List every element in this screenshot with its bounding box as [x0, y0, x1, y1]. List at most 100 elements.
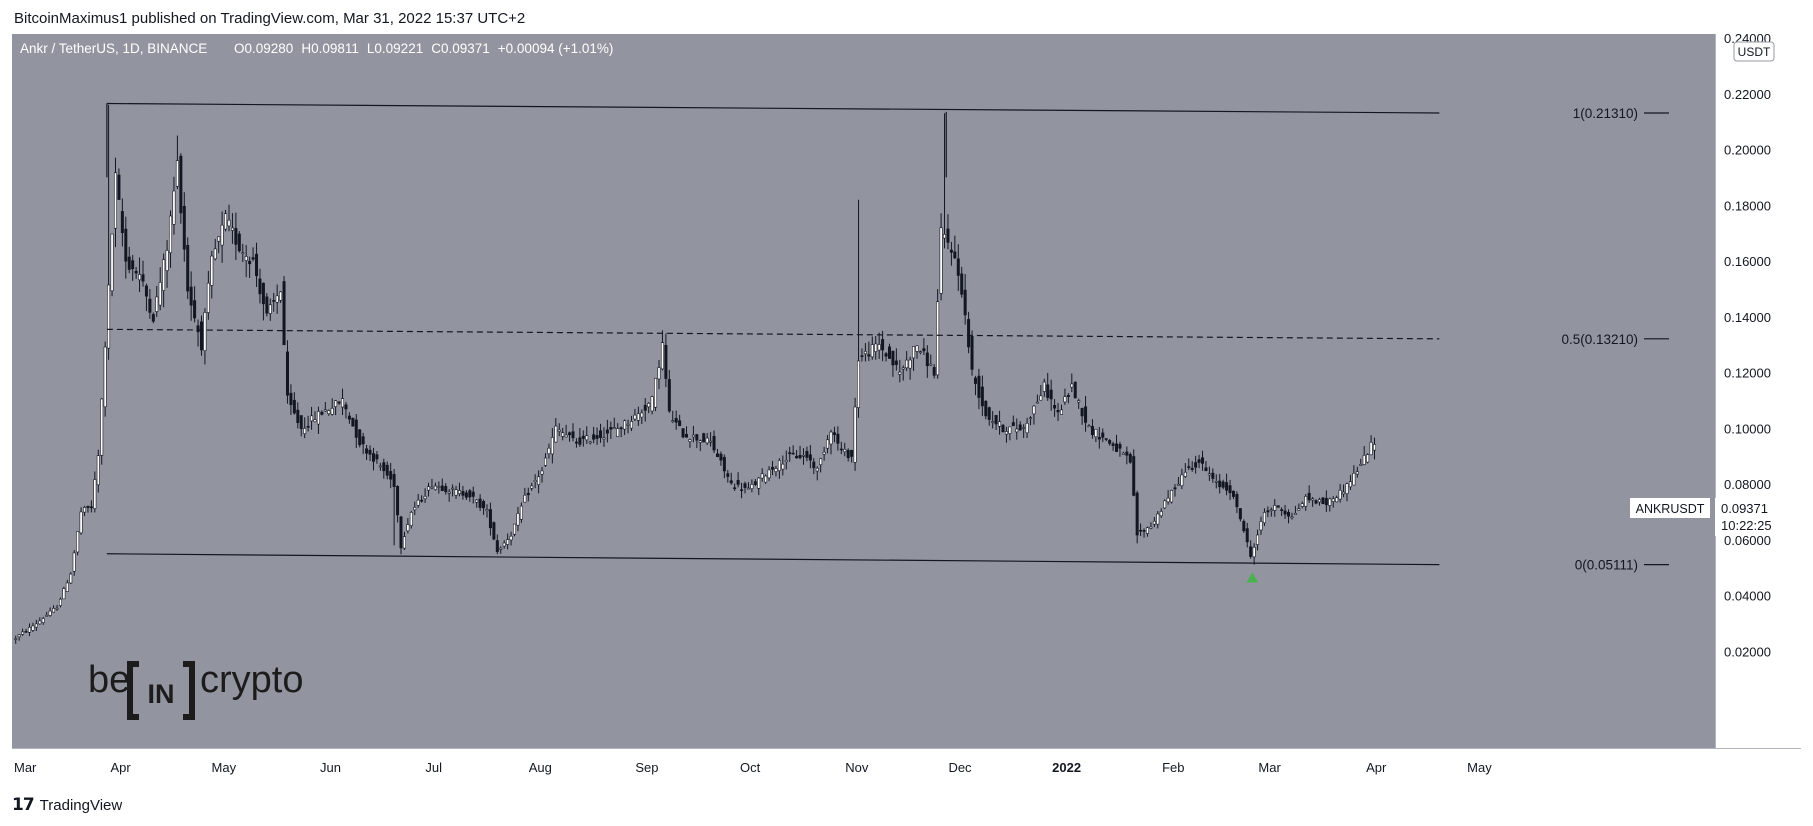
candle-body — [399, 516, 403, 549]
candle-body — [502, 542, 506, 547]
candle-body — [561, 432, 565, 437]
candle-body — [14, 638, 18, 640]
candle-body — [1094, 428, 1098, 438]
candle-body — [1042, 381, 1046, 392]
candle-body — [1111, 443, 1115, 446]
candle-body — [602, 437, 606, 440]
candle-body — [908, 359, 912, 369]
candle-body — [69, 573, 73, 584]
candle-body — [282, 281, 286, 346]
time-tick-label: Oct — [740, 760, 761, 775]
candle-body — [612, 427, 616, 429]
candle-body — [681, 428, 685, 438]
candle-body — [540, 470, 544, 475]
candle-body — [1335, 497, 1339, 503]
candle-body — [265, 296, 269, 314]
candle-body — [1101, 432, 1105, 438]
currency-badge[interactable]: USDT — [1738, 45, 1771, 59]
candlestick-chart[interactable]: 1(0.21310)0.5(0.13210)0(0.05111) 0.24000… — [12, 34, 1801, 782]
candle-body — [172, 190, 176, 225]
legend-ohlc: O0.09280 H0.09811 L0.09221 C0.09371 +0.00094… — [234, 41, 613, 56]
candle-body — [1235, 494, 1239, 508]
candle-body — [1342, 491, 1346, 495]
candle-body — [1273, 505, 1277, 511]
currency-badge-box[interactable] — [1733, 41, 1775, 62]
candle-body — [103, 346, 107, 408]
candle-body — [784, 460, 788, 463]
time-axis-background — [12, 748, 1801, 782]
candle-body — [499, 547, 503, 550]
candle-body — [736, 480, 740, 485]
candle-body — [915, 345, 919, 352]
legend-low: 0.09221 — [374, 41, 423, 56]
legend-close-label: C — [431, 41, 441, 56]
time-tick-label: Apr — [111, 760, 132, 775]
candle-body — [1348, 481, 1352, 488]
watermark-in: IN — [148, 679, 175, 709]
candle-body — [1097, 436, 1101, 440]
candle-body — [272, 300, 276, 302]
candle-body — [843, 448, 847, 453]
candle-body — [1135, 492, 1139, 536]
candle-body — [836, 433, 840, 444]
candle-body — [1304, 496, 1308, 507]
candle-body — [946, 228, 950, 243]
candle-body — [654, 378, 658, 408]
candle-body — [1152, 520, 1156, 525]
candle-body — [234, 228, 238, 245]
candle-body — [629, 421, 633, 429]
candle-body — [1004, 431, 1008, 435]
candle-body — [248, 260, 252, 265]
candle-body — [416, 499, 420, 506]
legend-change: +0.00094 (+1.01%) — [498, 41, 614, 56]
candle-body — [1249, 546, 1253, 557]
candle-body — [1070, 383, 1074, 388]
price-tick-label: 0.20000 — [1724, 143, 1771, 158]
candle-body — [1025, 423, 1029, 434]
candle-body — [1214, 480, 1218, 483]
candle-body — [1063, 396, 1067, 403]
candle-body — [1366, 454, 1370, 463]
candle-body — [808, 454, 812, 461]
candle-body — [1228, 485, 1232, 494]
candle-body — [973, 377, 977, 384]
candle-body — [492, 522, 496, 540]
candle-body — [1290, 516, 1294, 519]
candle-body — [571, 431, 575, 439]
symbol-label: ANKRUSDT — [1636, 502, 1705, 516]
time-tick-label: 2022 — [1052, 760, 1081, 775]
candle-body — [585, 435, 589, 441]
candle-body — [918, 351, 922, 353]
chart-container[interactable]: 1(0.21310) 0.5(0.13210) 0(0.05111) 0.24000… — [12, 34, 1801, 782]
candle-body — [447, 491, 451, 494]
candle-body — [894, 360, 898, 365]
candle-body — [753, 481, 757, 485]
candle-body — [485, 509, 489, 512]
candle-body — [237, 233, 241, 252]
candle-body — [578, 437, 582, 445]
candle-body — [495, 540, 499, 553]
candle-body — [175, 160, 179, 187]
candle-body — [746, 487, 750, 490]
price-tick-label: 0.02000 — [1724, 644, 1771, 659]
watermark-crypto: crypto — [200, 659, 303, 701]
candle-body — [1173, 487, 1177, 490]
time-tick-label: May — [1467, 760, 1492, 775]
candles-group — [14, 104, 1377, 644]
candle-body — [925, 352, 929, 367]
candle-body — [375, 454, 379, 460]
signal-arrow-icon — [1246, 572, 1259, 583]
candle-body — [987, 407, 991, 420]
candle-body — [124, 228, 128, 262]
candle-body — [186, 245, 190, 292]
candle-body — [1197, 459, 1201, 463]
candle-body — [1156, 513, 1160, 525]
candle-body — [1176, 483, 1180, 486]
candle-body — [970, 336, 974, 370]
candle-body — [715, 453, 719, 458]
candle-body — [1073, 381, 1077, 399]
tradingview-footer[interactable]: 17 TradingView — [12, 794, 122, 816]
watermark-bracket-right — [183, 661, 195, 720]
candle-body — [516, 513, 520, 526]
candle-body — [475, 499, 479, 503]
